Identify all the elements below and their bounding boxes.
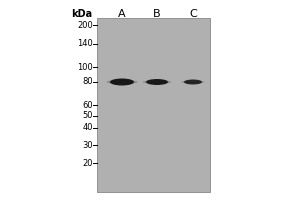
Ellipse shape: [184, 79, 202, 84]
Text: 40: 40: [82, 123, 93, 132]
Ellipse shape: [106, 80, 138, 84]
Ellipse shape: [146, 79, 168, 85]
Text: 20: 20: [82, 158, 93, 168]
Text: A: A: [118, 9, 126, 19]
Ellipse shape: [143, 80, 171, 84]
Text: 80: 80: [82, 77, 93, 86]
Text: 50: 50: [82, 112, 93, 120]
Text: 60: 60: [82, 100, 93, 110]
Ellipse shape: [181, 80, 205, 84]
Text: 200: 200: [77, 21, 93, 29]
Text: kDa: kDa: [71, 9, 93, 19]
Ellipse shape: [110, 78, 134, 86]
Text: 140: 140: [77, 40, 93, 48]
Text: C: C: [189, 9, 197, 19]
Text: 30: 30: [82, 140, 93, 150]
Bar: [97, 18, 210, 192]
Text: 100: 100: [77, 62, 93, 72]
Text: B: B: [153, 9, 161, 19]
